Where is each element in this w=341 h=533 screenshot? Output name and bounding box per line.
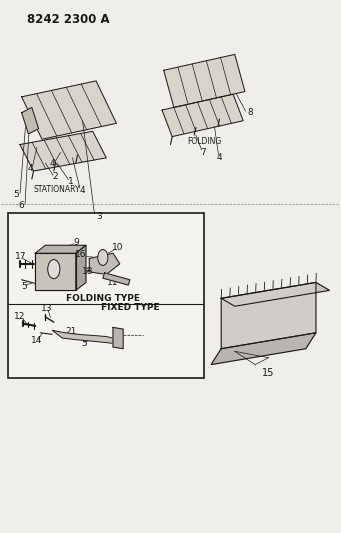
Text: 11: 11 xyxy=(107,278,119,287)
Text: 4: 4 xyxy=(49,159,55,167)
Polygon shape xyxy=(221,282,329,306)
Text: STATIONARY: STATIONARY xyxy=(34,185,80,194)
Circle shape xyxy=(98,249,108,265)
Text: 13: 13 xyxy=(41,304,53,313)
Text: 21: 21 xyxy=(65,327,76,336)
Text: 12: 12 xyxy=(14,312,26,321)
Text: 6: 6 xyxy=(19,201,25,210)
Text: 9: 9 xyxy=(73,238,79,247)
Polygon shape xyxy=(35,245,86,253)
Text: 4: 4 xyxy=(27,164,33,173)
Polygon shape xyxy=(162,94,243,136)
Text: 15: 15 xyxy=(262,368,275,377)
Text: 8242 2300 A: 8242 2300 A xyxy=(27,13,109,27)
Text: 7: 7 xyxy=(200,148,206,157)
FancyBboxPatch shape xyxy=(8,214,204,378)
Text: FOLDING: FOLDING xyxy=(187,138,221,147)
Text: 1: 1 xyxy=(68,177,74,186)
Text: 18: 18 xyxy=(82,268,93,276)
Text: 2: 2 xyxy=(53,172,58,181)
Polygon shape xyxy=(221,282,316,349)
Text: 4: 4 xyxy=(217,154,222,163)
Polygon shape xyxy=(22,81,116,139)
Polygon shape xyxy=(164,54,245,108)
Text: FOLDING TYPE: FOLDING TYPE xyxy=(66,294,140,303)
Text: 16: 16 xyxy=(75,251,87,260)
Text: 3: 3 xyxy=(97,212,102,221)
Polygon shape xyxy=(35,253,76,290)
Text: 8: 8 xyxy=(247,108,253,117)
Circle shape xyxy=(48,260,60,279)
Text: 14: 14 xyxy=(31,336,43,345)
Text: FIXED TYPE: FIXED TYPE xyxy=(101,303,159,312)
Polygon shape xyxy=(76,245,86,290)
Text: 5: 5 xyxy=(21,282,27,291)
Text: 17: 17 xyxy=(15,253,27,262)
Polygon shape xyxy=(211,333,316,365)
Polygon shape xyxy=(20,131,106,171)
Polygon shape xyxy=(89,253,120,274)
Polygon shape xyxy=(103,273,130,285)
Text: 10: 10 xyxy=(112,244,124,253)
Polygon shape xyxy=(113,327,123,349)
Polygon shape xyxy=(22,108,39,134)
Text: 4: 4 xyxy=(80,186,85,195)
Text: 5: 5 xyxy=(14,190,19,199)
Text: 5: 5 xyxy=(81,339,87,348)
PathPatch shape xyxy=(52,330,113,343)
